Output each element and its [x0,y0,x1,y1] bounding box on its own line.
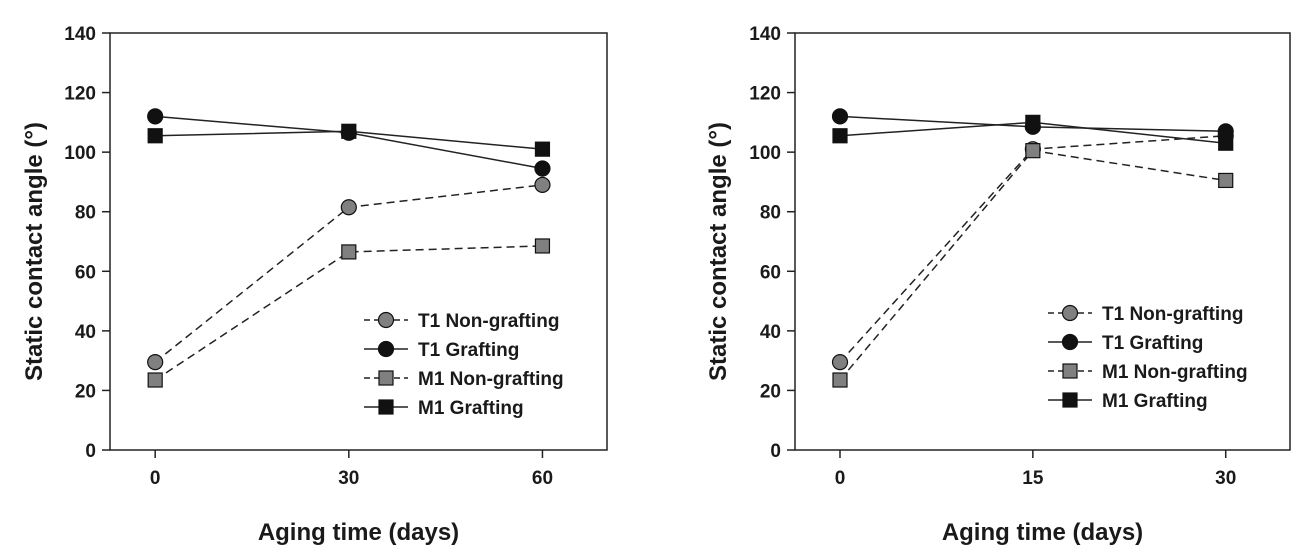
data-point [1218,172,1234,189]
legend-marker [1061,333,1079,351]
data-point [147,128,163,144]
plot-frame [109,32,608,451]
legend-marker [377,340,395,358]
data-point [534,141,551,157]
data-point [831,108,849,125]
series-2 [832,143,1234,388]
legend: T1 Non-grafting T1 Grafting M1 Non-graftin… [364,311,564,419]
x-tick-label: 0 [835,468,846,489]
data-point [340,199,357,216]
series-3 [147,123,551,157]
legend: T1 Non-grafting T1 Grafting M1 Non-graftin… [1048,304,1248,412]
x-tick-label: 15 [1022,468,1044,489]
y-tick-label: 60 [75,262,96,283]
data-point [832,372,848,388]
data-point [1025,114,1041,130]
y-tick-label: 40 [760,322,781,343]
x-tick-label: 60 [532,468,553,489]
legend-marker [1062,392,1078,408]
legend-label: M1 Non-grafting [1102,362,1248,383]
y-tick-label: 20 [75,381,96,402]
y-tick-label: 0 [770,441,781,462]
data-point [534,238,551,254]
data-point [147,354,164,371]
x-tick-label: 30 [338,468,359,489]
legend-label: T1 Grafting [418,340,519,361]
left-chart: 0 20 40 60 80 100 120 140 0 30 60 Aging time (days)… [21,24,608,546]
y-tick-label: 120 [64,84,96,105]
y-tick-label: 80 [760,203,781,224]
y-tick-label: 40 [75,322,96,343]
y-tick-label: 60 [760,262,781,283]
data-point [534,160,551,177]
data-point [341,123,357,139]
legend-label: T1 Grafting [1102,333,1203,354]
legend-label: M1 Grafting [418,398,524,419]
y-tick-label: 100 [64,143,96,164]
data-point [147,108,164,125]
legend-marker [378,370,394,386]
x-axis-title: Aging time (days) [258,519,459,546]
data-point [147,372,163,388]
series-2 [147,238,551,388]
legend-label: T1 Non-grafting [1102,304,1243,325]
data-point [1218,135,1234,151]
y-tick-label: 120 [749,84,781,105]
y-tick-label: 100 [749,143,781,164]
y-tick-label: 80 [75,203,96,224]
y-axis-title: Static contact angle (°) [705,122,732,381]
y-tick-label: 140 [64,24,96,45]
plot-frame [794,32,1291,451]
right-chart: 0 20 40 60 80 100 120 140 0 15 30 Aging time (days)… [705,24,1291,546]
data-point [1025,143,1041,159]
x-axis-title: Aging time (days) [942,519,1143,546]
legend-label: M1 Non-grafting [418,369,564,390]
data-point [341,244,357,260]
series-line [839,135,1226,363]
y-axis-title: Static contact angle (°) [21,122,48,381]
y-tick-label: 0 [85,441,96,462]
series-3 [832,114,1234,151]
legend-label: T1 Non-grafting [418,311,559,332]
y-tick-label: 20 [760,381,781,402]
x-tick-label: 30 [1215,468,1236,489]
x-tick-label: 0 [150,468,161,489]
series-1 [147,108,551,177]
series-0 [147,176,551,371]
data-point [831,354,849,371]
y-tick-label: 140 [749,24,781,45]
legend-marker [1061,304,1079,322]
legend-marker [377,311,395,329]
legend-marker [378,399,394,415]
data-point [832,128,848,144]
legend-label: M1 Grafting [1102,391,1208,412]
legend-marker [1062,363,1078,379]
data-point [534,176,551,194]
